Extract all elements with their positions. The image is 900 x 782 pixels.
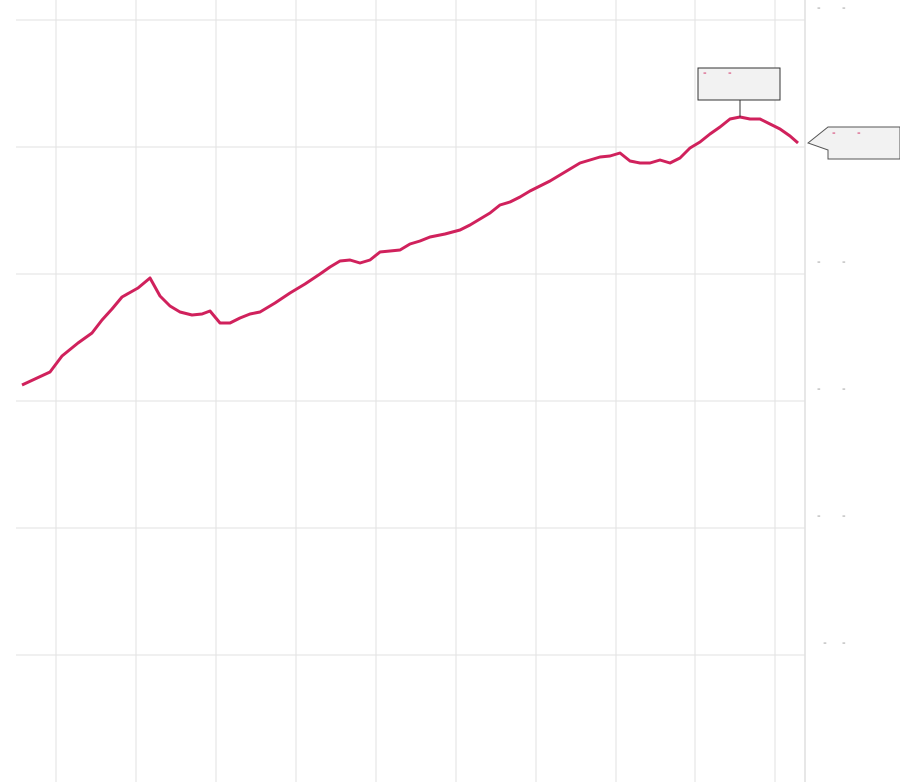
y-tick-label: - - <box>817 510 846 522</box>
callout-text: - - <box>832 127 861 139</box>
y-tick-label: - - <box>817 637 846 649</box>
value-callout <box>806 126 900 160</box>
y-tick-label: - - <box>817 256 846 268</box>
annotation-box <box>697 67 781 101</box>
y-tick-label: - - <box>817 383 846 395</box>
annotation-text: - - <box>703 67 732 79</box>
y-tick-label: - - <box>817 2 846 14</box>
line-series <box>21 115 799 387</box>
